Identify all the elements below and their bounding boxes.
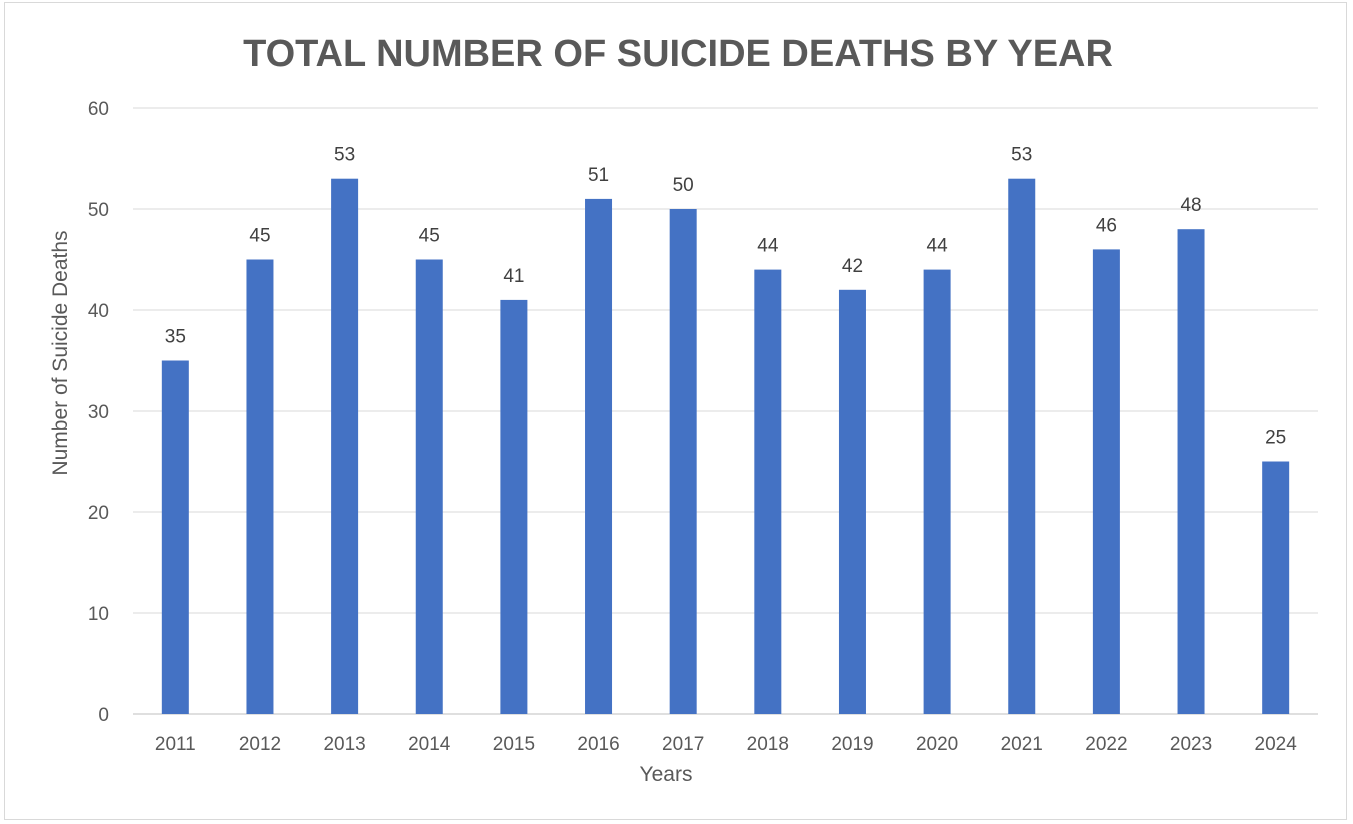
data-label-2014: 45	[419, 226, 440, 247]
bar-2020	[923, 269, 951, 714]
data-label-2024: 25	[1265, 428, 1286, 449]
bar-2024	[1262, 461, 1290, 714]
x-tick-label-2023: 2023	[1170, 734, 1212, 755]
y-tick-label: 20	[88, 503, 109, 524]
x-tick-label-2015: 2015	[493, 734, 535, 755]
x-tick-label-2017: 2017	[662, 734, 704, 755]
bar-2011	[161, 360, 189, 714]
x-tick-label-2013: 2013	[323, 734, 365, 755]
y-tick-label: 0	[98, 705, 109, 726]
bar-chart: TOTAL NUMBER OF SUICIDE DEATHS BY YEAR 0…	[49, 33, 1318, 786]
y-tick-label: 10	[88, 604, 109, 625]
x-tick-label-2018: 2018	[747, 734, 789, 755]
bars	[161, 178, 1290, 714]
y-axis-title: Number of Suicide Deaths	[49, 230, 72, 475]
data-label-2020: 44	[927, 236, 949, 257]
y-tick-label: 40	[88, 301, 109, 322]
data-label-2012: 45	[249, 226, 270, 247]
data-label-2011: 35	[165, 327, 186, 348]
bar-2019	[838, 289, 866, 714]
bar-2016	[585, 198, 613, 714]
chart-frame: TOTAL NUMBER OF SUICIDE DEATHS BY YEAR 0…	[4, 2, 1347, 820]
chart-title: TOTAL NUMBER OF SUICIDE DEATHS BY YEAR	[243, 33, 1113, 75]
y-tick-label: 50	[88, 200, 109, 221]
data-label-2013: 53	[334, 145, 355, 166]
x-tick-label-2016: 2016	[577, 734, 619, 755]
y-tick-label: 30	[88, 402, 109, 423]
data-label-2018: 44	[757, 236, 779, 257]
x-tick-label-2021: 2021	[1001, 734, 1043, 755]
x-axis-ticks: 2011 2012 2013 2014 2015 2016 2017 2018 2019 2020…	[155, 734, 1297, 755]
x-tick-label-2019: 2019	[831, 734, 873, 755]
bar-2014	[415, 259, 443, 714]
bar-2017	[669, 209, 697, 714]
y-tick-label: 60	[88, 99, 109, 120]
data-label-2017: 50	[673, 175, 694, 196]
gridlines	[133, 107, 1318, 715]
x-axis-title: Years	[640, 763, 693, 786]
y-axis-ticks: 0 10 20 30 40 50 60	[88, 99, 109, 726]
bar-2015	[500, 299, 528, 714]
bar-2021	[1008, 178, 1036, 714]
data-labels: 35 45 53 45 41 51 50 44 42 44 53 46 48 25	[165, 145, 1286, 449]
data-label-2022: 46	[1096, 215, 1117, 236]
data-label-2021: 53	[1011, 145, 1032, 166]
data-label-2016: 51	[588, 165, 609, 186]
x-tick-label-2014: 2014	[408, 734, 451, 755]
bar-2018	[754, 269, 782, 714]
bar-2022	[1092, 249, 1120, 714]
bar-2012	[246, 259, 274, 714]
x-tick-label-2020: 2020	[916, 734, 958, 755]
data-label-2015: 41	[503, 266, 524, 287]
bar-2013	[331, 178, 359, 714]
bar-2023	[1177, 229, 1205, 714]
x-tick-label-2011: 2011	[155, 734, 196, 755]
data-label-2019: 42	[842, 256, 863, 277]
x-tick-label-2024: 2024	[1255, 734, 1298, 755]
data-label-2023: 48	[1180, 195, 1201, 216]
x-tick-label-2012: 2012	[239, 734, 281, 755]
x-tick-label-2022: 2022	[1085, 734, 1127, 755]
